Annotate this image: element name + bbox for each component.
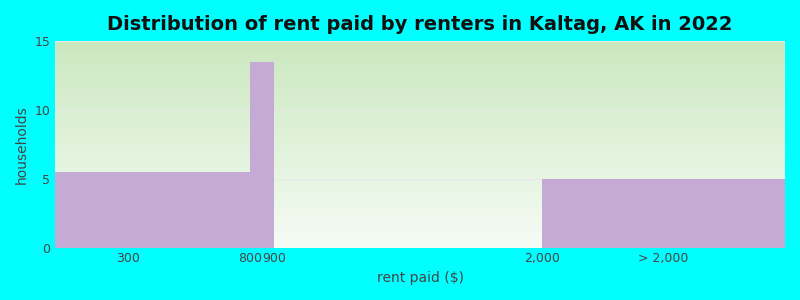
Y-axis label: households: households [15,105,29,184]
Bar [55,172,250,247]
Bar [542,179,785,247]
Bar [250,62,274,248]
X-axis label: rent paid ($): rent paid ($) [377,271,464,285]
Title: Distribution of rent paid by renters in Kaltag, AK in 2022: Distribution of rent paid by renters in … [107,15,733,34]
